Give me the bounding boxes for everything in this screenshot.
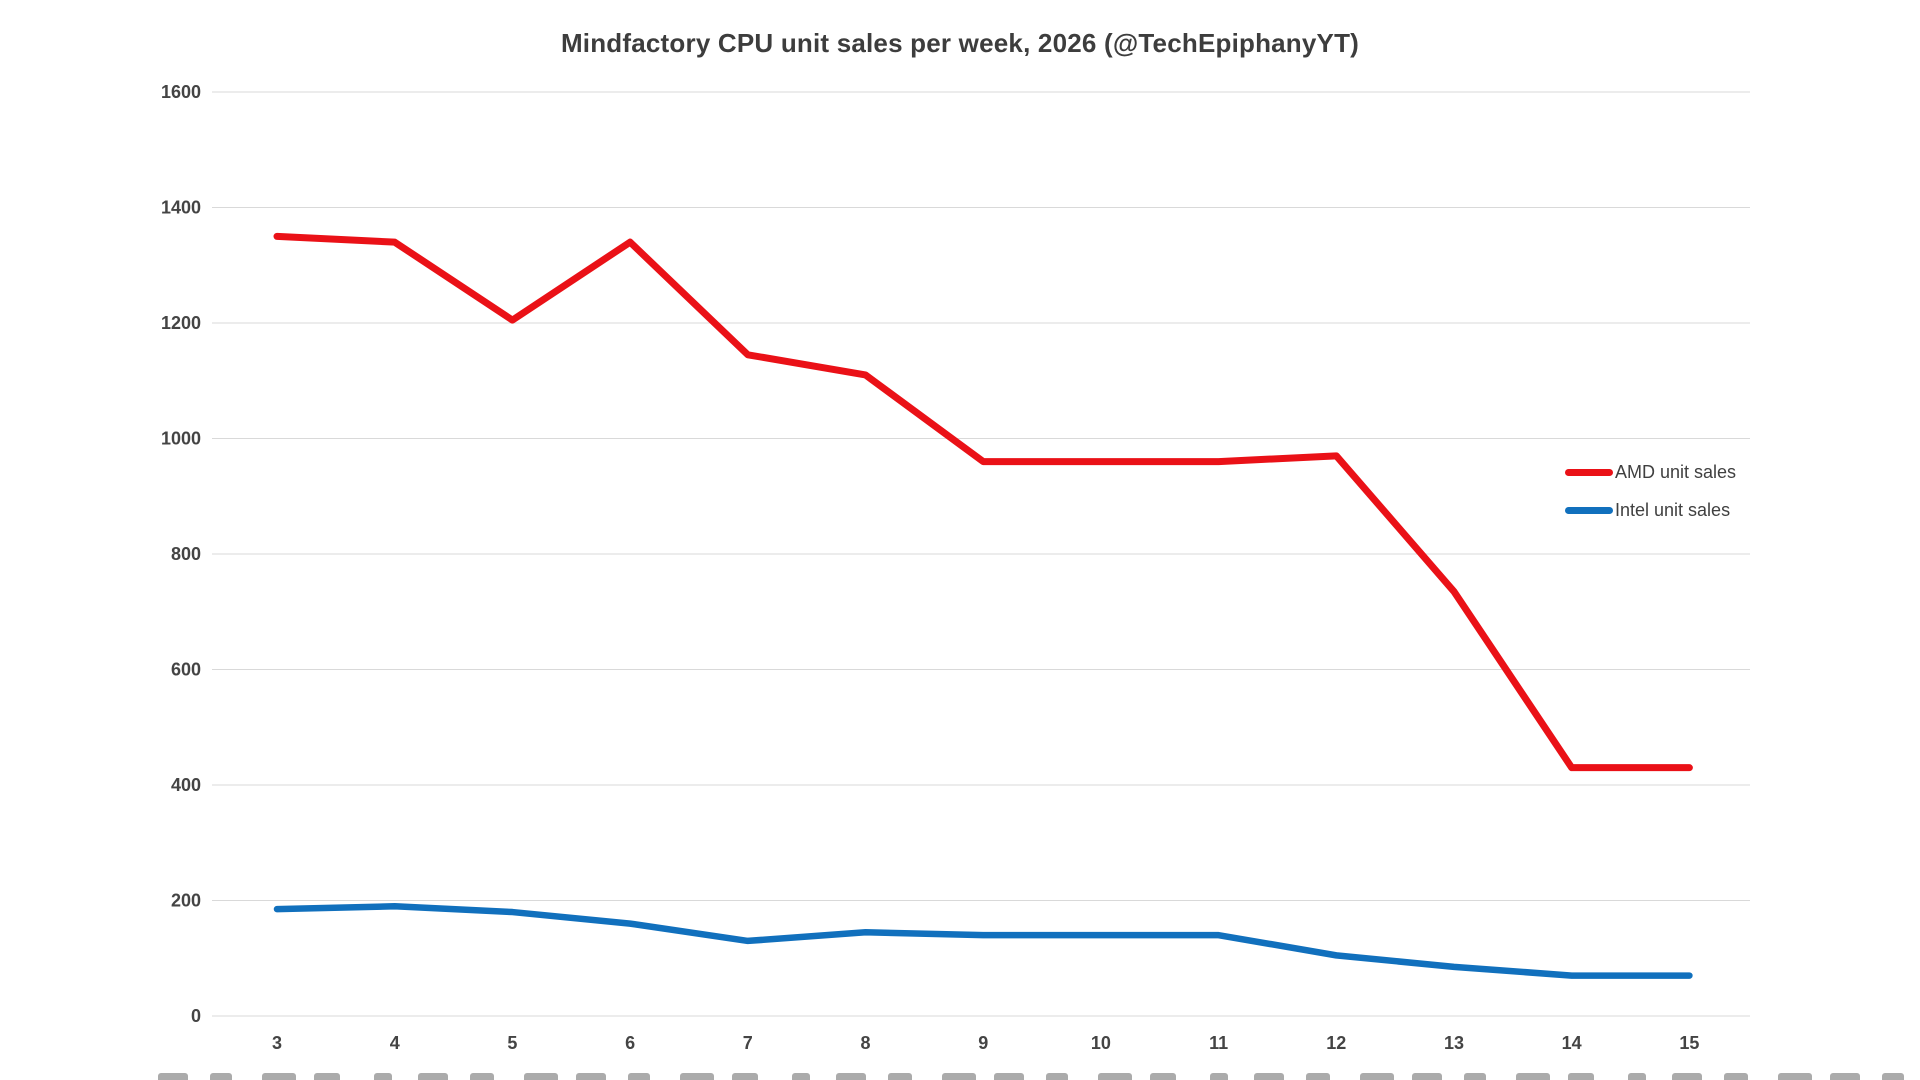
svg-text:800: 800 (171, 544, 201, 564)
cutoff-text-row (0, 1071, 1920, 1080)
cutoff-text-fragment (1210, 1073, 1228, 1080)
amd-series-line (273, 232, 1693, 772)
cutoff-text-fragment (680, 1073, 714, 1080)
svg-text:1200: 1200 (161, 313, 201, 333)
svg-text:11: 11 (1209, 1033, 1228, 1053)
cutoff-text-fragment (1360, 1073, 1394, 1080)
svg-text:7: 7 (743, 1033, 753, 1053)
amd-legend-label: AMD unit sales (1615, 461, 1737, 482)
svg-text:10: 10 (1091, 1033, 1111, 1053)
cutoff-text-fragment (210, 1073, 232, 1080)
cutoff-text-fragment (1464, 1073, 1486, 1080)
svg-text:1600: 1600 (161, 82, 201, 102)
svg-text:8: 8 (860, 1033, 870, 1053)
svg-text:200: 200 (171, 891, 201, 911)
cutoff-text-fragment (1628, 1073, 1646, 1080)
cutoff-text-fragment (1882, 1073, 1904, 1080)
legend: AMD unit sales Intel unit sales (1565, 454, 1736, 528)
intel-series-line (273, 903, 1693, 979)
intel-legend-swatch-icon (1565, 506, 1613, 514)
cutoff-text-fragment (1254, 1073, 1284, 1080)
svg-text:6: 6 (625, 1033, 635, 1053)
cutoff-text-fragment (1150, 1073, 1176, 1080)
cutoff-text-fragment (524, 1073, 558, 1080)
svg-text:0: 0 (191, 1006, 201, 1026)
svg-text:3: 3 (272, 1033, 282, 1053)
svg-text:400: 400 (171, 775, 201, 795)
cutoff-text-fragment (1306, 1073, 1330, 1080)
svg-text:1000: 1000 (161, 429, 201, 449)
cutoff-text-fragment (1830, 1073, 1860, 1080)
cutoff-text-fragment (1412, 1073, 1442, 1080)
cutoff-text-fragment (732, 1073, 758, 1080)
cutoff-text-fragment (1568, 1073, 1594, 1080)
amd-legend-swatch-icon (1565, 468, 1613, 476)
cutoff-text-fragment (470, 1073, 494, 1080)
cutoff-text-fragment (792, 1073, 810, 1080)
cutoff-text-fragment (1516, 1073, 1550, 1080)
x-axis-labels: 3 4 5 6 7 8 9 10 11 12 13 14 15 (272, 1033, 1699, 1053)
cutoff-text-fragment (836, 1073, 866, 1080)
cutoff-text-fragment (314, 1073, 340, 1080)
gridlines (212, 91, 1750, 1017)
intel-legend-label: Intel unit sales (1615, 499, 1731, 520)
svg-text:600: 600 (171, 660, 201, 680)
cutoff-text-fragment (1778, 1073, 1812, 1080)
cutoff-text-fragment (576, 1073, 606, 1080)
cutoff-text-fragment (1046, 1073, 1068, 1080)
y-axis-labels: 0 200 400 600 800 1000 1200 1400 1600 (161, 82, 201, 1026)
svg-text:14: 14 (1562, 1033, 1582, 1053)
svg-text:5: 5 (507, 1033, 517, 1053)
legend-item-intel: Intel unit sales (1565, 492, 1736, 528)
cutoff-text-fragment (158, 1073, 188, 1080)
cutoff-text-fragment (418, 1073, 448, 1080)
cutoff-text-fragment (262, 1073, 296, 1080)
svg-text:13: 13 (1444, 1033, 1464, 1053)
svg-text:9: 9 (978, 1033, 988, 1053)
cutoff-text-fragment (628, 1073, 650, 1080)
svg-text:12: 12 (1326, 1033, 1346, 1053)
cutoff-text-fragment (994, 1073, 1024, 1080)
svg-text:15: 15 (1679, 1033, 1699, 1053)
svg-text:4: 4 (390, 1033, 400, 1053)
cutoff-text-fragment (1672, 1073, 1702, 1080)
cutoff-text-fragment (374, 1073, 392, 1080)
legend-item-amd: AMD unit sales (1565, 454, 1736, 490)
cutoff-text-fragment (888, 1073, 912, 1080)
cutoff-text-fragment (942, 1073, 976, 1080)
cutoff-text-fragment (1098, 1073, 1132, 1080)
cutoff-text-fragment (1724, 1073, 1748, 1080)
chart-title: Mindfactory CPU unit sales per week, 202… (560, 28, 1360, 58)
svg-text:1400: 1400 (161, 198, 201, 218)
